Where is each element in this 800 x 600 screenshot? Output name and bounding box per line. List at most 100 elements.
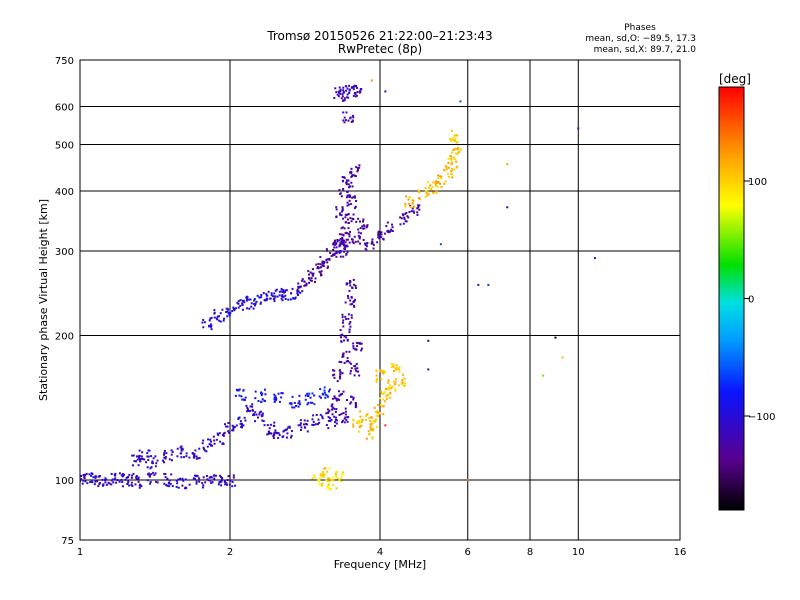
colorbar-tick-label: 0 bbox=[748, 295, 754, 306]
phases-box-title: Phases bbox=[624, 23, 656, 33]
data-point bbox=[349, 230, 352, 233]
data-point bbox=[341, 93, 344, 96]
data-point bbox=[201, 482, 204, 485]
data-point bbox=[371, 241, 374, 244]
data-point bbox=[401, 383, 404, 386]
data-point bbox=[345, 181, 348, 184]
data-point bbox=[364, 242, 367, 245]
data-point bbox=[352, 345, 355, 348]
data-point bbox=[250, 302, 253, 305]
data-point bbox=[352, 88, 355, 91]
data-point bbox=[216, 318, 219, 321]
data-point bbox=[394, 389, 397, 392]
data-point bbox=[150, 473, 153, 476]
data-point bbox=[352, 94, 355, 97]
data-point bbox=[146, 452, 149, 455]
x-tick-label: 10 bbox=[572, 547, 585, 558]
data-point bbox=[295, 404, 298, 407]
y-axis: 75 100 200 300 400 500 600 750 bbox=[55, 56, 74, 547]
data-point bbox=[355, 166, 358, 169]
data-point bbox=[90, 474, 93, 477]
data-point bbox=[342, 242, 345, 245]
data-point bbox=[181, 447, 184, 450]
data-point bbox=[110, 483, 113, 486]
data-point bbox=[412, 210, 415, 213]
data-point bbox=[351, 185, 354, 188]
data-point bbox=[299, 424, 302, 427]
data-point bbox=[333, 395, 336, 398]
data-point bbox=[112, 481, 115, 484]
data-point bbox=[376, 241, 379, 244]
data-point bbox=[168, 485, 171, 488]
data-point bbox=[260, 414, 263, 417]
phases-box-o: mean, sd,O: −89.5, 17.3 bbox=[585, 34, 696, 44]
data-point bbox=[456, 148, 459, 151]
data-point bbox=[372, 247, 375, 250]
data-point bbox=[345, 179, 348, 182]
data-point bbox=[365, 245, 368, 248]
data-point bbox=[346, 232, 349, 235]
data-point bbox=[341, 217, 344, 220]
data-point bbox=[171, 485, 174, 488]
data-point bbox=[194, 478, 197, 481]
data-point bbox=[265, 293, 268, 296]
data-point bbox=[341, 313, 344, 316]
data-point bbox=[239, 299, 242, 302]
data-point bbox=[362, 224, 365, 227]
data-point bbox=[321, 392, 324, 395]
data-point bbox=[272, 298, 275, 301]
data-point bbox=[269, 297, 272, 300]
data-point bbox=[447, 161, 450, 164]
data-point bbox=[458, 149, 461, 152]
data-point bbox=[390, 387, 393, 390]
data-point bbox=[171, 450, 174, 453]
y-tick-label: 500 bbox=[55, 141, 74, 152]
data-point bbox=[342, 355, 345, 358]
data-point bbox=[342, 111, 345, 114]
data-point bbox=[338, 398, 341, 401]
data-point bbox=[183, 456, 186, 459]
data-point bbox=[198, 480, 201, 483]
data-point bbox=[240, 395, 243, 398]
data-point bbox=[343, 250, 346, 253]
data-point bbox=[168, 458, 171, 461]
data-point bbox=[351, 238, 354, 241]
data-point bbox=[273, 425, 276, 428]
data-point bbox=[263, 424, 266, 427]
data-point bbox=[360, 347, 363, 350]
data-point bbox=[375, 369, 378, 372]
data-point bbox=[348, 186, 351, 189]
data-point bbox=[341, 372, 344, 375]
data-point bbox=[184, 478, 187, 481]
data-point bbox=[251, 403, 254, 406]
data-point bbox=[399, 216, 402, 219]
data-point bbox=[309, 401, 312, 404]
data-point bbox=[258, 413, 261, 416]
data-point bbox=[378, 237, 381, 240]
data-point bbox=[352, 116, 355, 119]
data-point bbox=[107, 481, 110, 484]
data-point bbox=[445, 168, 448, 171]
data-point bbox=[95, 475, 98, 478]
data-point bbox=[278, 400, 281, 403]
data-point bbox=[335, 416, 338, 419]
data-point bbox=[297, 402, 300, 405]
data-point bbox=[317, 479, 320, 482]
data-point bbox=[98, 475, 101, 478]
data-point bbox=[346, 87, 349, 90]
data-point bbox=[82, 479, 85, 482]
data-point bbox=[335, 250, 338, 253]
data-point bbox=[387, 381, 390, 384]
data-point bbox=[326, 395, 329, 398]
data-point bbox=[395, 364, 398, 367]
data-point bbox=[435, 180, 438, 183]
data-point bbox=[116, 479, 119, 482]
data-point bbox=[333, 407, 336, 410]
data-point bbox=[346, 399, 349, 402]
data-point bbox=[278, 290, 281, 293]
x-tick-label: 4 bbox=[377, 547, 383, 558]
data-point bbox=[345, 252, 348, 255]
data-point bbox=[382, 392, 385, 395]
data-point bbox=[327, 485, 330, 488]
data-point bbox=[300, 426, 303, 429]
